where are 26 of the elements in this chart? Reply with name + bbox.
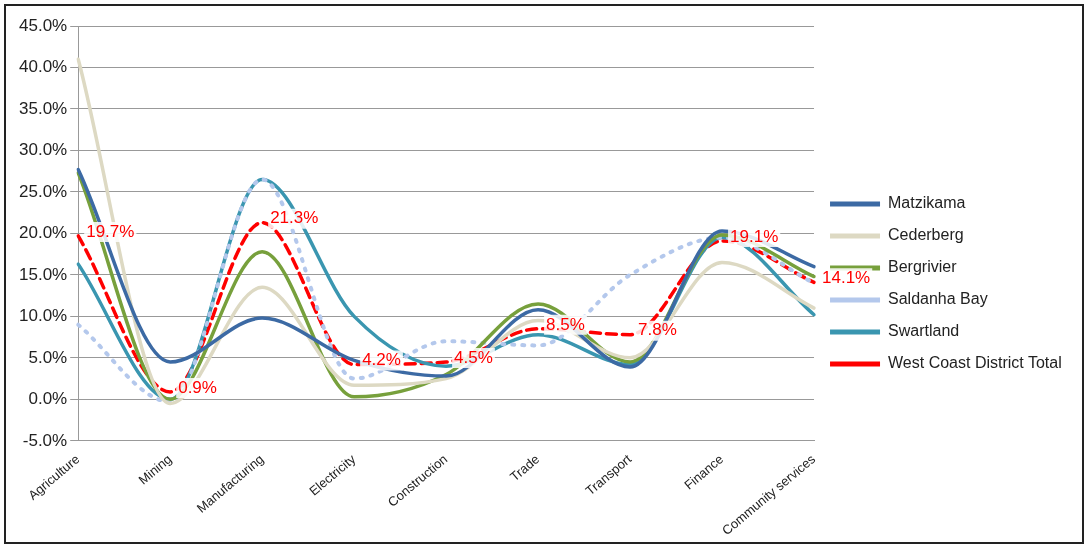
data-label: 19.7%: [86, 221, 135, 241]
legend-label: Saldanha Bay: [888, 290, 988, 308]
data-label: 4.2%: [362, 350, 401, 370]
legend-label: Bergrivier: [888, 258, 958, 276]
data-label: 4.5%: [454, 347, 493, 367]
y-tick-label: 10.0%: [19, 306, 68, 326]
y-tick-label: 20.0%: [19, 223, 68, 243]
legend-label: Swartland: [888, 322, 960, 340]
y-tick-label: 30.0%: [19, 140, 68, 160]
y-tick-label: 0.0%: [28, 389, 68, 409]
data-label: 19.1%: [730, 226, 779, 246]
data-label: 21.3%: [270, 208, 319, 228]
y-tick-label: 15.0%: [19, 264, 68, 284]
y-tick-label: 40.0%: [19, 57, 68, 77]
legend-label: Cederberg: [888, 226, 964, 244]
y-tick-label: 25.0%: [19, 181, 68, 201]
legend-label: Matzikama: [888, 194, 966, 212]
data-label: 0.9%: [178, 377, 217, 397]
y-tick-label: 45.0%: [19, 15, 68, 35]
y-tick-label: 35.0%: [19, 98, 68, 118]
data-label: 8.5%: [546, 314, 585, 334]
data-label: 14.1%: [822, 268, 871, 288]
data-label: 7.8%: [638, 320, 677, 340]
y-tick-label: 5.0%: [28, 347, 68, 367]
legend-label: West Coast District Total: [888, 354, 1062, 372]
y-tick-label: -5.0%: [22, 430, 68, 450]
